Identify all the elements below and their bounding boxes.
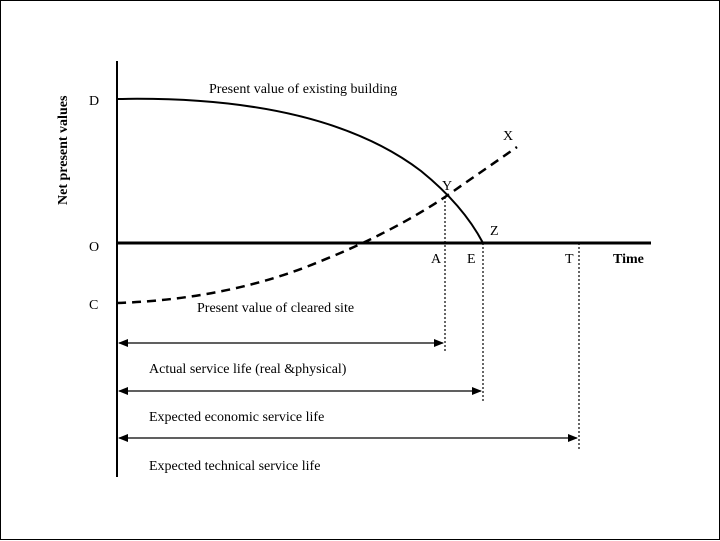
label-t: T	[565, 252, 574, 267]
x-axis-label: Time	[613, 252, 644, 267]
cleared-site-label: Present value of cleared site	[197, 301, 354, 316]
label-a: A	[431, 252, 442, 267]
label-d: D	[89, 94, 99, 109]
label-o: O	[89, 240, 99, 255]
label-c: C	[89, 298, 98, 313]
label-e: E	[467, 252, 476, 267]
actual-life-label: Actual service life (real &physical)	[149, 362, 347, 377]
y-axis-label: Net present values	[56, 95, 71, 205]
existing-building-curve	[116, 97, 484, 244]
economic-life-label: Expected economic service life	[149, 410, 324, 425]
technical-life-label: Expected technical service life	[149, 459, 320, 474]
cleared-site-curve	[116, 145, 518, 305]
label-z: Z	[490, 224, 499, 239]
label-x: X	[503, 129, 513, 144]
existing-building-label: Present value of existing building	[209, 82, 397, 97]
label-y: Y	[442, 179, 452, 194]
